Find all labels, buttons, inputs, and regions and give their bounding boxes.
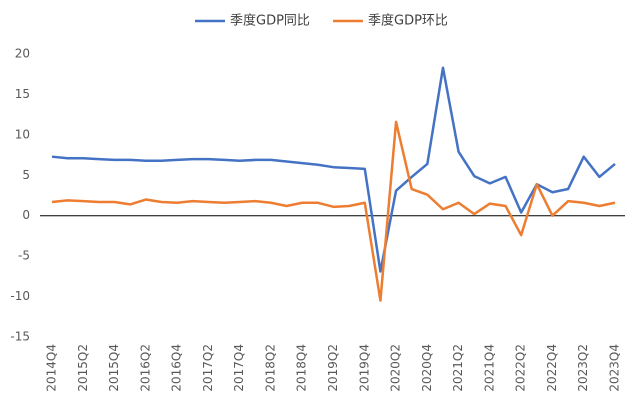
x-tick-label: 2021Q2 — [451, 344, 465, 392]
x-tick-label: 2017Q2 — [201, 344, 215, 392]
x-tick-label: 2016Q4 — [170, 344, 184, 392]
y-tick-label: 20 — [15, 47, 30, 61]
x-tick-label: 2018Q4 — [295, 344, 309, 392]
series-line — [51, 120, 616, 302]
legend-label: 季度GDP同比 — [230, 13, 310, 29]
x-tick-label: 2019Q4 — [357, 344, 371, 392]
y-tick-label: 0 — [22, 208, 30, 222]
x-tick-label: 2020Q4 — [420, 344, 434, 392]
x-tick-label: 2018Q2 — [263, 344, 277, 392]
x-tick-label: 2015Q2 — [76, 344, 90, 392]
y-tick-label: -10 — [10, 289, 30, 303]
x-tick-label: 2016Q2 — [138, 344, 152, 392]
x-tick-label: 2014Q4 — [45, 344, 59, 392]
x-tick-label: 2023Q2 — [576, 344, 590, 392]
x-tick-label: 2021Q4 — [482, 344, 496, 392]
legend-label: 季度GDP环比 — [368, 13, 448, 29]
y-tick-label: -5 — [18, 249, 30, 263]
x-tick-label: 2015Q4 — [107, 344, 121, 392]
x-tick-label: 2017Q4 — [232, 344, 246, 392]
y-tick-label: 10 — [15, 127, 30, 141]
series-line — [51, 66, 616, 273]
x-tick-label: 2022Q2 — [514, 344, 528, 392]
y-tick-label: 15 — [15, 87, 30, 101]
x-tick-label: 2022Q4 — [545, 344, 559, 392]
y-tick-label: 5 — [22, 168, 30, 182]
x-tick-label: 2020Q2 — [389, 344, 403, 392]
x-tick-label: 2019Q2 — [326, 344, 340, 392]
y-tick-label: -15 — [10, 330, 30, 344]
x-tick-label: 2023Q4 — [608, 344, 622, 392]
